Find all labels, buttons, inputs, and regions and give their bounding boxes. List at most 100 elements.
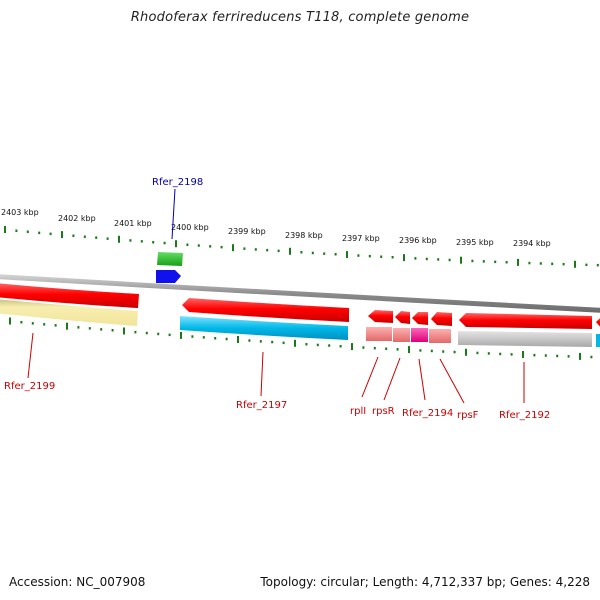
minor-tick bbox=[380, 255, 383, 258]
tick-label: 2403 kbp bbox=[1, 208, 39, 217]
feature-rfer-2199-yellow[interactable] bbox=[0, 299, 138, 326]
minor-tick bbox=[191, 335, 194, 338]
minor-tick bbox=[487, 352, 490, 355]
minor-tick bbox=[425, 257, 428, 261]
label-rpsr[interactable]: rpsR bbox=[372, 406, 395, 417]
minor-tick bbox=[533, 353, 536, 357]
minor-tick bbox=[83, 235, 86, 238]
minor-tick bbox=[254, 248, 257, 251]
minor-tick bbox=[134, 330, 137, 334]
cds-track bbox=[0, 283, 600, 329]
minor-tick bbox=[551, 262, 554, 266]
minor-tick bbox=[373, 346, 376, 350]
minor-tick bbox=[95, 236, 98, 239]
minor-tick bbox=[453, 350, 456, 354]
minor-tick bbox=[300, 251, 303, 254]
minor-tick bbox=[15, 229, 18, 232]
feature-rpsf-pink[interactable] bbox=[429, 329, 451, 343]
genome-backbone bbox=[0, 274, 600, 313]
major-tick bbox=[61, 231, 63, 239]
minor-tick bbox=[596, 263, 599, 267]
feature-rfer-2197-cyan[interactable] bbox=[180, 316, 348, 340]
gene-rfer-2197[interactable] bbox=[182, 298, 349, 322]
minor-tick bbox=[334, 253, 337, 256]
genome-summary: Topology: circular; Length: 4,712,337 bp… bbox=[260, 575, 590, 589]
tick-label: 2395 kbp bbox=[456, 238, 494, 247]
minor-tick bbox=[209, 245, 212, 248]
label-rpsf[interactable]: rpsF bbox=[457, 410, 479, 421]
gene-rpsf[interactable] bbox=[431, 312, 452, 326]
minor-tick bbox=[243, 247, 246, 250]
minor-tick bbox=[186, 243, 189, 246]
major-tick bbox=[517, 258, 519, 266]
leader-rpll bbox=[361, 356, 379, 398]
gene-rfer-2194[interactable] bbox=[412, 312, 428, 325]
label-rfer-2197[interactable]: Rfer_2197 bbox=[236, 400, 287, 411]
minor-tick bbox=[539, 262, 542, 265]
feature-rfer-2192-grey[interactable] bbox=[458, 331, 592, 347]
minor-tick bbox=[43, 323, 46, 326]
feature-rpll-pink[interactable] bbox=[366, 327, 392, 341]
minor-tick bbox=[271, 340, 274, 344]
minor-tick bbox=[129, 239, 132, 242]
minor-tick bbox=[391, 256, 394, 259]
minor-tick bbox=[100, 328, 103, 331]
minor-tick bbox=[328, 344, 331, 347]
feature-rfer-2194-magenta[interactable] bbox=[411, 328, 428, 342]
inner-tick-track bbox=[9, 317, 593, 360]
label-rfer-2192[interactable]: Rfer_2192 bbox=[499, 410, 550, 421]
minor-tick bbox=[442, 350, 445, 353]
label-rpll[interactable]: rplI bbox=[350, 406, 366, 417]
major-tick bbox=[66, 322, 68, 330]
gene-rpll[interactable] bbox=[368, 310, 393, 323]
major-tick bbox=[232, 244, 234, 252]
major-tick bbox=[346, 251, 348, 259]
minor-tick bbox=[145, 331, 148, 335]
minor-tick bbox=[316, 343, 319, 347]
major-tick bbox=[465, 348, 467, 356]
minor-tick bbox=[544, 354, 547, 357]
minor-tick bbox=[562, 262, 565, 266]
minor-tick bbox=[248, 339, 251, 342]
tick-label: 2401 kbp bbox=[114, 219, 152, 228]
gene-next-partial[interactable] bbox=[596, 316, 600, 329]
gene-rfer-2199[interactable] bbox=[0, 283, 139, 308]
minor-tick bbox=[202, 336, 205, 339]
minor-tick bbox=[585, 263, 588, 267]
feature-next-cyan[interactable] bbox=[596, 334, 600, 347]
minor-tick bbox=[163, 241, 166, 245]
minor-tick bbox=[106, 237, 109, 240]
major-tick bbox=[175, 240, 177, 248]
minor-tick bbox=[31, 322, 34, 325]
minor-tick bbox=[311, 251, 314, 255]
gene-rfer-2198-arrow[interactable] bbox=[156, 270, 181, 283]
minor-tick bbox=[152, 241, 155, 244]
ruler-labels: 2403 kbp 2402 kbp 2401 kbp 2400 kbp 2399… bbox=[1, 208, 551, 248]
annotation-track bbox=[0, 299, 600, 347]
label-rfer-2198[interactable]: Rfer_2198 bbox=[152, 177, 203, 188]
minor-tick bbox=[305, 343, 308, 346]
gene-rpsr[interactable] bbox=[395, 311, 410, 324]
gene-rfer-2192[interactable] bbox=[459, 313, 592, 329]
minor-tick bbox=[49, 232, 52, 236]
minor-tick bbox=[567, 355, 570, 358]
minor-tick bbox=[494, 260, 497, 264]
minor-tick bbox=[214, 337, 217, 340]
label-rfer-2194[interactable]: Rfer_2194 bbox=[402, 408, 453, 419]
leader-rfer-2194 bbox=[418, 358, 426, 401]
label-rfer-2199[interactable]: Rfer_2199 bbox=[4, 381, 55, 392]
gene-rfer-2198[interactable] bbox=[157, 252, 183, 266]
minor-tick bbox=[556, 354, 559, 358]
feature-rpsr-pink[interactable] bbox=[393, 328, 410, 342]
minor-tick bbox=[528, 261, 531, 265]
minor-tick bbox=[368, 254, 371, 258]
minor-tick bbox=[590, 355, 593, 359]
major-tick bbox=[351, 343, 353, 351]
accession-label: Accession: NC_007908 bbox=[9, 575, 146, 589]
leader-rfer-2199 bbox=[27, 332, 34, 379]
minor-tick bbox=[414, 257, 417, 260]
minor-tick bbox=[220, 245, 223, 249]
minor-tick bbox=[362, 346, 365, 349]
minor-tick bbox=[168, 333, 171, 337]
